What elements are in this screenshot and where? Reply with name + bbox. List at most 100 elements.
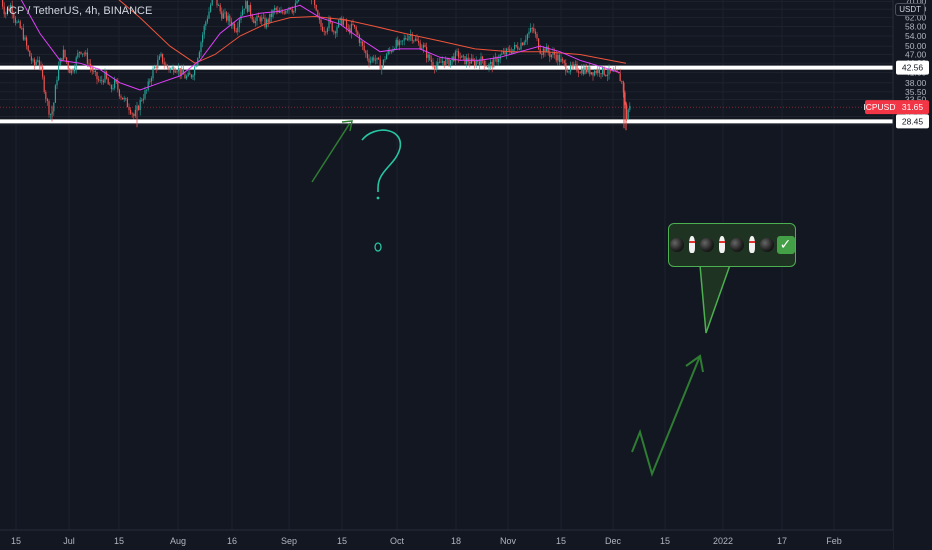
candle-body [123,98,125,100]
candle-body [392,49,394,52]
candle-body [168,67,170,70]
up-trend-line [311,122,351,183]
candle-body [517,46,519,50]
candle-body [501,53,503,55]
candle-body [408,35,410,40]
support-resistance-lines [0,65,893,124]
x-tick-label: Oct [390,536,405,546]
candle-body [238,19,240,28]
candle-body [552,51,554,55]
candle-body [357,31,359,35]
candle-body [138,105,140,111]
candle-body [128,107,130,111]
candle-body [272,10,274,17]
y-tick-label: 35.50 [905,87,927,97]
candle-body [70,70,72,74]
currency-button[interactable]: USDT [895,3,925,16]
candle-body [50,113,52,115]
candle-body [237,27,239,32]
candle-body [485,65,487,67]
candle-body [205,21,207,26]
candle-body [131,113,133,115]
y-tick-label: 62.00 [905,13,927,23]
candle-body [78,51,80,54]
candle-body [178,67,180,72]
x-tick-label: 18 [451,536,461,546]
candle-body [573,64,575,67]
candle-body [526,34,528,40]
candle-body [85,52,87,55]
candle-body [154,66,156,69]
candle-body [453,56,455,62]
candle-body [384,59,386,61]
candle-body [258,16,260,18]
candle-body [142,98,144,101]
level-price-tag [896,60,929,75]
candle-body [344,19,346,21]
candle-body [430,59,432,63]
candle-body [106,71,108,79]
bowling-ball-icon [699,238,714,252]
candle-body [30,56,32,61]
time-axis-panel [0,530,893,550]
candle-body [152,68,154,79]
candle-body [341,17,343,25]
candle-body [514,45,516,50]
candle-body [144,90,146,99]
level-price-label: 42.56 [902,63,924,73]
candle-body [547,46,549,53]
time-axis[interactable]: 15 Jul 15 Aug 16 Sep 15 Oct 18 Nov 15 Dec 15 2022 17 Fe… [0,529,893,550]
x-tick-label: 15 [11,536,21,546]
candle-body [568,71,570,73]
candle-body [38,60,40,66]
candle-body [571,64,573,67]
candle-body [626,104,628,120]
candle-body [66,57,68,63]
candle-body [270,13,272,17]
bowling-pin-icon [717,236,727,254]
candle-body [546,46,548,53]
chart-title[interactable]: ICP / TetherUS, 4h, BINANCE [6,5,153,17]
candle-body [381,66,383,70]
candle-body [600,73,602,75]
candle-body [330,18,332,23]
candle-body [146,89,148,91]
candle-body [370,60,372,63]
candle-body [336,27,338,34]
candle-body [347,27,349,29]
candle-body [544,48,546,53]
candle-body [293,10,295,13]
candle-body [467,57,469,62]
candle-body [398,41,400,46]
candle-body [157,59,159,69]
candle-body [222,13,224,19]
candle-body [99,80,101,81]
candle-body [368,58,370,63]
candle-body [470,58,472,64]
price-axis-panel [893,0,932,550]
price-axis[interactable]: 96.0088.0080.0075.0070.0066.0062.0058.00… [892,0,932,550]
candle-body [317,10,319,17]
candle-body [3,6,5,15]
candle-body [606,74,608,76]
candle-body [104,71,106,83]
candle-body [360,41,362,43]
candle-body [150,78,152,82]
candle-body [133,113,135,117]
candle-body [253,19,255,24]
candle-body [434,66,436,69]
candle-body [285,11,287,14]
candle-body [554,51,556,55]
candle-body [82,53,84,55]
candle-body [482,56,484,61]
candle-body [2,0,4,7]
candle-body [120,96,122,98]
candle-body [184,74,186,79]
candle-body [507,48,509,50]
candle-body [62,49,64,60]
candle-body [283,12,285,14]
candle-body [147,81,149,90]
candle-body [286,10,288,12]
arrow-head-icon [685,354,704,373]
